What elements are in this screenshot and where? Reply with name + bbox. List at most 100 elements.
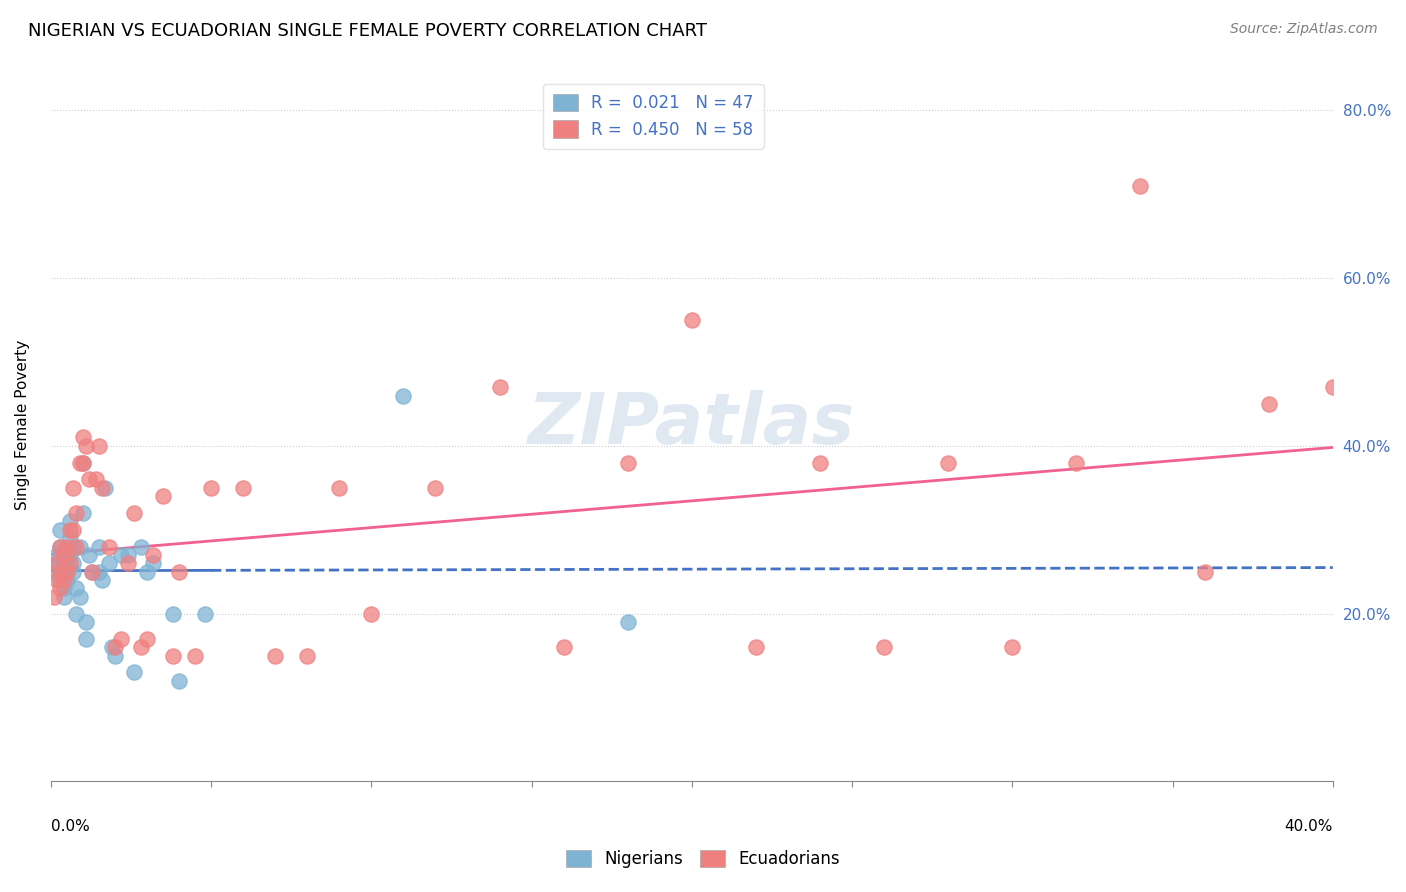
- Point: [142, 548, 165, 562]
- Point: [49, 540, 72, 554]
- Point: [200, 481, 222, 495]
- Point: [65, 582, 87, 596]
- Point: [87, 565, 110, 579]
- Point: [1322, 380, 1344, 394]
- Point: [91, 481, 114, 495]
- Point: [162, 648, 184, 663]
- Point: [136, 632, 159, 646]
- Point: [97, 556, 120, 570]
- Point: [62, 481, 84, 495]
- Point: [360, 607, 382, 621]
- Point: [873, 640, 896, 655]
- Point: [1001, 640, 1024, 655]
- Point: [745, 640, 768, 655]
- Point: [122, 506, 145, 520]
- Point: [808, 456, 831, 470]
- Point: [936, 456, 959, 470]
- Point: [91, 573, 114, 587]
- Point: [488, 380, 510, 394]
- Point: [184, 648, 207, 663]
- Point: [297, 648, 319, 663]
- Point: [75, 615, 97, 629]
- Point: [49, 582, 72, 596]
- Point: [62, 523, 84, 537]
- Point: [69, 590, 91, 604]
- Legend: R =  0.021   N = 47, R =  0.450   N = 58: R = 0.021 N = 47, R = 0.450 N = 58: [543, 84, 763, 149]
- Point: [104, 640, 127, 655]
- Point: [328, 481, 350, 495]
- Point: [52, 548, 75, 562]
- Point: [87, 540, 110, 554]
- Point: [232, 481, 254, 495]
- Point: [82, 565, 104, 579]
- Point: [42, 590, 65, 604]
- Point: [72, 506, 94, 520]
- Point: [65, 506, 87, 520]
- Text: 40.0%: 40.0%: [1285, 819, 1333, 834]
- Point: [1066, 456, 1088, 470]
- Point: [75, 632, 97, 646]
- Point: [264, 648, 287, 663]
- Point: [56, 565, 79, 579]
- Point: [75, 439, 97, 453]
- Point: [62, 556, 84, 570]
- Point: [117, 556, 139, 570]
- Point: [1257, 397, 1279, 411]
- Point: [152, 489, 174, 503]
- Point: [167, 673, 190, 688]
- Point: [42, 565, 65, 579]
- Point: [52, 565, 75, 579]
- Point: [49, 573, 72, 587]
- Point: [69, 540, 91, 554]
- Point: [79, 548, 101, 562]
- Point: [425, 481, 447, 495]
- Point: [392, 388, 415, 402]
- Point: [129, 540, 152, 554]
- Point: [100, 640, 122, 655]
- Point: [194, 607, 217, 621]
- Point: [59, 548, 82, 562]
- Point: [72, 456, 94, 470]
- Point: [52, 590, 75, 604]
- Point: [1129, 178, 1152, 193]
- Point: [49, 540, 72, 554]
- Point: [49, 523, 72, 537]
- Point: [136, 565, 159, 579]
- Point: [52, 573, 75, 587]
- Point: [52, 582, 75, 596]
- Point: [62, 565, 84, 579]
- Point: [56, 573, 79, 587]
- Point: [46, 548, 69, 562]
- Point: [49, 565, 72, 579]
- Point: [681, 313, 703, 327]
- Point: [59, 556, 82, 570]
- Point: [616, 456, 638, 470]
- Text: NIGERIAN VS ECUADORIAN SINGLE FEMALE POVERTY CORRELATION CHART: NIGERIAN VS ECUADORIAN SINGLE FEMALE POV…: [28, 22, 707, 40]
- Point: [110, 548, 132, 562]
- Point: [65, 540, 87, 554]
- Point: [122, 665, 145, 680]
- Point: [142, 556, 165, 570]
- Point: [59, 514, 82, 528]
- Point: [97, 540, 120, 554]
- Point: [46, 573, 69, 587]
- Point: [56, 540, 79, 554]
- Point: [79, 472, 101, 486]
- Point: [110, 632, 132, 646]
- Point: [56, 548, 79, 562]
- Point: [104, 648, 127, 663]
- Text: ZIPatlas: ZIPatlas: [529, 391, 855, 459]
- Point: [59, 531, 82, 545]
- Point: [616, 615, 638, 629]
- Point: [52, 556, 75, 570]
- Point: [72, 456, 94, 470]
- Point: [94, 481, 117, 495]
- Point: [82, 565, 104, 579]
- Point: [167, 565, 190, 579]
- Point: [69, 456, 91, 470]
- Point: [162, 607, 184, 621]
- Point: [46, 556, 69, 570]
- Point: [129, 640, 152, 655]
- Legend: Nigerians, Ecuadorians: Nigerians, Ecuadorians: [560, 843, 846, 875]
- Point: [72, 430, 94, 444]
